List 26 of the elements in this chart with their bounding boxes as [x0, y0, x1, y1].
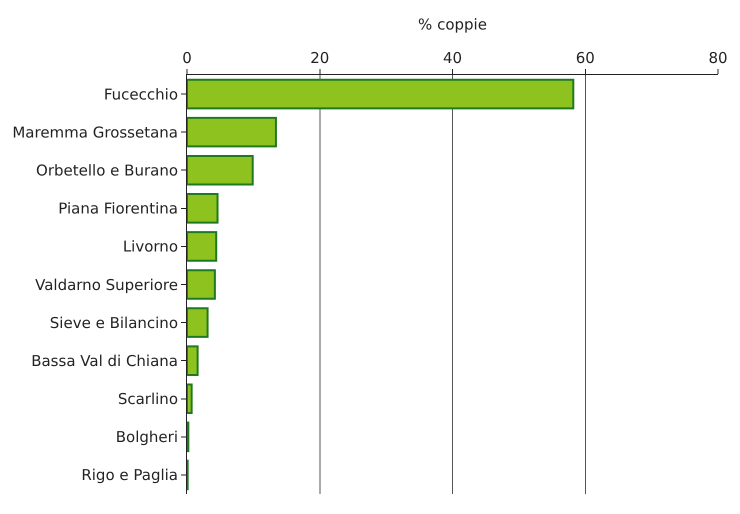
y-tick-label: Livorno — [122, 238, 178, 256]
y-tick-label: Bassa Val di Chiana — [31, 352, 178, 370]
bar — [187, 307, 209, 338]
y-tick-label: Piana Fiorentina — [58, 200, 178, 218]
y-tick-label: Sieve e Bilancino — [50, 314, 178, 332]
x-tick-label: 40 — [442, 49, 462, 67]
x-tick-label: 80 — [708, 49, 728, 67]
bar — [187, 269, 216, 300]
x-tick-label: 0 — [182, 49, 192, 67]
x-tick-label: 20 — [310, 49, 330, 67]
y-tick-label: Fucecchio — [104, 85, 178, 104]
y-tick-label: Orbetello e Burano — [36, 161, 178, 180]
y-tick-label: Maremma Grossetana — [12, 123, 178, 142]
bar — [187, 78, 574, 110]
y-tick-label: Scarlino — [118, 390, 178, 408]
y-tick-label: Rigo e Paglia — [81, 466, 178, 484]
bar — [187, 154, 254, 186]
y-tick-label: Bolgheri — [116, 428, 178, 446]
bar — [187, 383, 193, 414]
x-axis-title: % coppie — [418, 15, 487, 34]
y-tick-label: Valdarno Superiore — [35, 276, 178, 294]
x-tick-label: 60 — [576, 49, 595, 67]
bar — [187, 193, 219, 224]
bar — [187, 231, 218, 262]
bar — [187, 116, 277, 148]
bar — [187, 345, 199, 376]
